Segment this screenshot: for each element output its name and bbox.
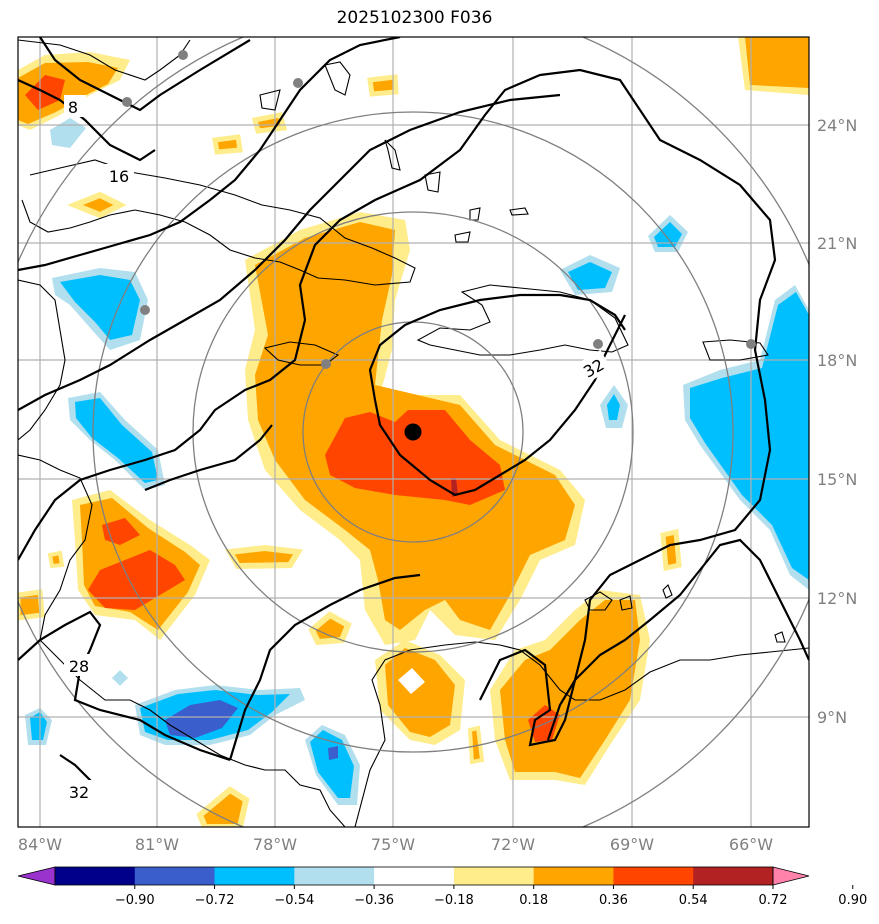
anomaly-blue: [310, 730, 354, 798]
colorbar-segment: [55, 867, 136, 885]
coastlines: [18, 39, 809, 827]
colorbar-label: 0.18: [519, 893, 548, 908]
contour-label: 32: [69, 783, 89, 802]
anomaly-orange: [196, 786, 250, 827]
colorbar-frame: [54, 866, 774, 886]
lon-tick-label: 84°W: [18, 835, 62, 854]
colorbar-segment: [533, 867, 614, 885]
anomaly-dark-red: [451, 478, 458, 497]
anomaly-orange: [660, 528, 682, 572]
colorbar-extend-low: [17, 866, 56, 886]
anomaly-light-blue: [112, 670, 128, 686]
lat-tick-label: 9°N: [817, 708, 847, 727]
shaded-field: [18, 37, 809, 827]
colorbar-label: −0.54: [274, 893, 314, 908]
colorbar-segment: [693, 867, 774, 885]
contour-label: 16: [109, 167, 129, 186]
anomaly-royal-blue: [328, 746, 338, 760]
colorbar-segment: [453, 867, 535, 885]
anomaly-orange: [367, 74, 399, 97]
lon-tick-label: 69°W: [610, 835, 654, 854]
colorbar-label: 0.90: [838, 893, 867, 908]
anomaly-blue: [60, 275, 140, 340]
anomaly-blue: [690, 292, 809, 580]
colorbar-segment: [294, 867, 375, 885]
anomaly-orange: [18, 589, 45, 621]
lat-tick-label: 24°N: [817, 116, 857, 135]
colorbar-extend-high: [772, 866, 810, 886]
storm-center-marker: [404, 423, 422, 441]
colorbar-segment: [374, 867, 455, 885]
lat-tick-labels: 24°N 21°N 18°N 15°N 12°N 9°N: [817, 116, 857, 727]
anomaly-blue: [30, 712, 47, 740]
lon-tick-label: 78°W: [253, 835, 297, 854]
lon-tick-label: 66°W: [729, 835, 773, 854]
anomaly-light-blue: [50, 118, 86, 148]
lat-tick-label: 12°N: [817, 589, 857, 608]
anomaly-orange: [308, 611, 352, 646]
anomaly-blue: [568, 262, 612, 290]
contour-label: 28: [69, 657, 89, 676]
lat-tick-label: 21°N: [817, 234, 857, 253]
anomaly-orange: [385, 648, 455, 737]
colorbar-label: −0.90: [115, 893, 155, 908]
colorbar-segment: [613, 867, 694, 885]
colorbar-segment: [134, 867, 216, 885]
colorbar-segment: [214, 867, 295, 885]
lon-tick-label: 75°W: [371, 835, 415, 854]
anomaly-blue: [607, 394, 620, 420]
map-title: 2025102300 F036: [336, 8, 493, 28]
anomaly-royal-blue: [165, 700, 238, 738]
colorbar-label: −0.18: [434, 893, 474, 908]
lon-tick-labels: 84°W 81°W 78°W 75°W 72°W 69°W 66°W: [18, 835, 773, 854]
anomaly-orange: [251, 112, 288, 134]
anomaly-orange: [745, 37, 809, 88]
contour-label-group: 8 16 32 28 32: [64, 95, 612, 802]
station-markers: [122, 50, 756, 369]
colorbar: −0.90 −0.72 −0.54 −0.36 −0.18 0.18 0.36 0.54 0.7…: [17, 866, 867, 908]
lat-tick-label: 18°N: [817, 351, 857, 370]
colorbar-label: −0.36: [354, 893, 394, 908]
contour-label: 8: [68, 98, 78, 117]
contour-lines: [18, 37, 809, 796]
map-frame: [17, 36, 810, 828]
anomaly-orange: [467, 725, 485, 765]
anomaly-orange: [47, 550, 65, 569]
anomaly-blue: [654, 222, 682, 247]
anomaly-hole: [398, 668, 425, 694]
colorbar-label: 0.72: [759, 893, 788, 908]
anomaly-red: [325, 410, 505, 505]
gridlines: [18, 37, 809, 827]
anomaly-orange: [66, 191, 127, 219]
colorbar-label: 0.36: [599, 893, 628, 908]
colorbar-label: 0.54: [679, 893, 708, 908]
lon-tick-label: 81°W: [135, 835, 179, 854]
lat-tick-label: 15°N: [817, 470, 857, 489]
anomaly-orange: [225, 544, 304, 570]
anomaly-red: [88, 550, 185, 610]
anomaly-orange: [212, 134, 243, 155]
lon-tick-label: 72°W: [491, 835, 535, 854]
colorbar-label: −0.72: [195, 893, 235, 908]
